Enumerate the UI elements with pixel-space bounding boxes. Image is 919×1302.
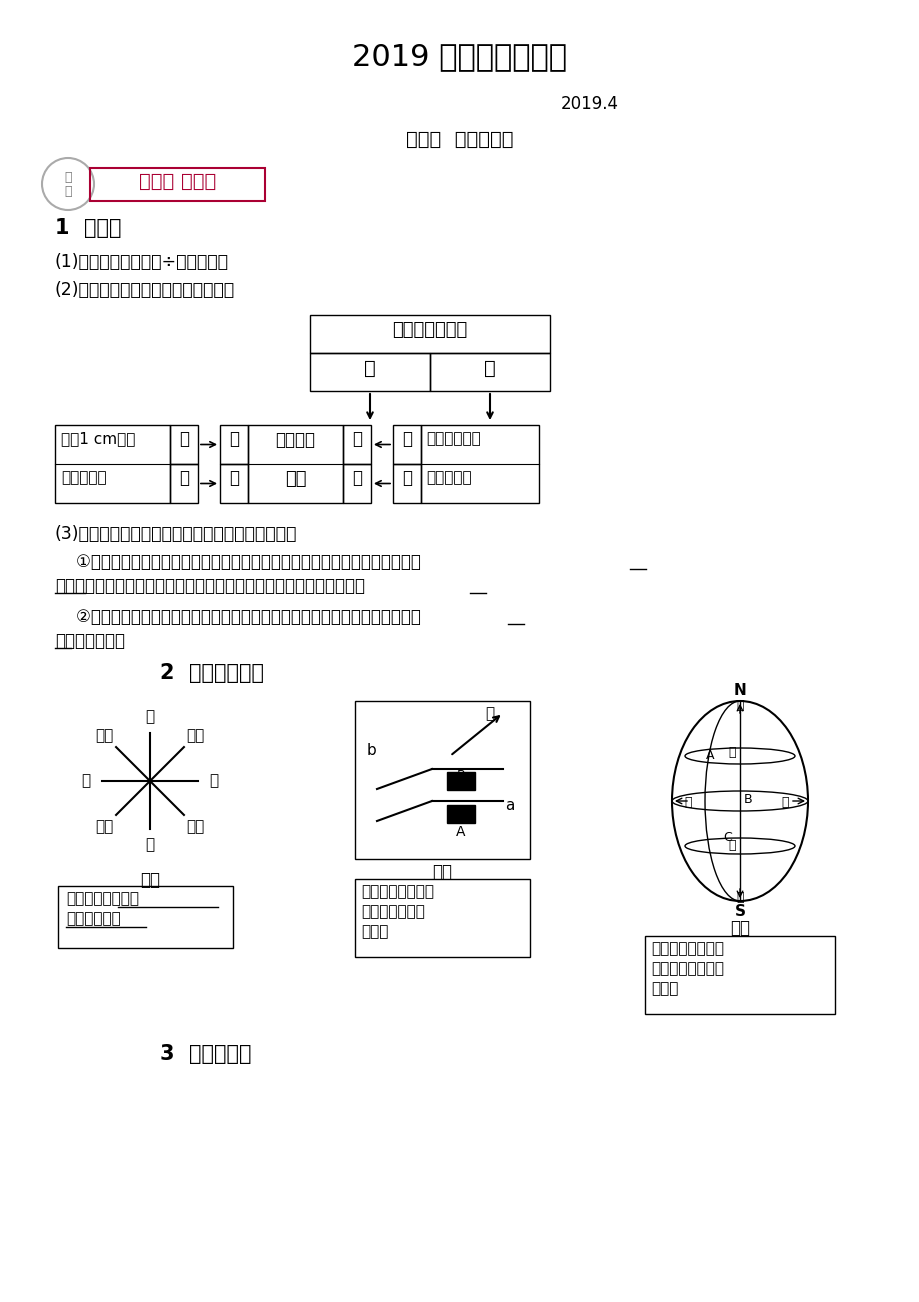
Bar [310,353,429,391]
Text: 图二: 图二 [432,863,452,881]
Text: 大，内容详细。: 大，内容详细。 [55,631,125,650]
Text: 大: 大 [352,430,361,448]
Text: 长: 长 [179,430,188,448]
Text: 指向标定方向：箭: 指向标定方向：箭 [360,884,434,898]
Text: 短: 短 [179,469,188,487]
Bar [55,424,170,503]
Text: a: a [505,798,514,812]
Bar [644,936,834,1014]
Bar [343,424,370,464]
Text: 南: 南 [735,891,743,904]
Bar [248,424,343,503]
Text: 大小: 大小 [285,470,306,488]
Bar [310,315,550,353]
Bar [429,353,550,391]
Text: 经纬网定向：经线: 经纬网定向：经线 [651,941,723,956]
Text: 1  比例尺: 1 比例尺 [55,217,121,238]
Bar [447,772,474,790]
Text: 小: 小 [229,430,239,448]
Bar [343,464,370,503]
Text: A: A [705,749,713,762]
Text: 大: 大 [364,359,376,378]
Text: ②实地范围相同时：比例尺小，图幅面积小，内容简略；比例尺大，图幅面积: ②实地范围相同时：比例尺小，图幅面积小，内容简略；比例尺大，图幅面积 [55,608,420,626]
Text: 北: 北 [735,699,743,712]
Text: 图一: 图一 [140,871,160,889]
Text: 2019 届精品地理资料: 2019 届精品地理资料 [352,42,567,72]
Bar [421,424,539,503]
Text: 南，左西右东: 南，左西右东 [66,911,120,926]
Text: 详细；比例尺越小，地图所表示的范围越大，图内表示的内容越简略。: 详细；比例尺越小，地图所表示的范围越大，图内表示的内容越简略。 [55,577,365,595]
Bar [58,885,233,948]
Text: 北: 北 [485,706,494,721]
Text: 图三: 图三 [729,919,749,937]
Text: 南: 南 [145,837,154,853]
Bar [447,805,474,823]
Text: 点: 点 [64,185,72,198]
Text: 南: 南 [728,838,735,852]
Text: 东北: 东北 [186,728,204,743]
Text: 小: 小 [352,469,361,487]
Text: C: C [723,831,732,844]
Text: N: N [732,684,745,698]
Text: 撮: 撮 [64,171,72,184]
Text: ①图幅大小相同时：比例尺越大，地图所表示的范围越小，图内表示的内容越: ①图幅大小相同时：比例尺越大，地图所表示的范围越小，图内表示的内容越 [55,553,420,572]
Bar [355,879,529,957]
Text: 北: 北 [145,710,154,724]
Bar [90,168,265,201]
Text: 东南: 东南 [186,819,204,833]
Text: 基础点 重难点: 基础点 重难点 [139,172,216,191]
Text: (2)比例尺的大小：就是分数的大小。: (2)比例尺的大小：就是分数的大小。 [55,281,235,299]
Text: 的实际范围: 的实际范围 [425,470,471,486]
Text: A: A [456,825,465,838]
Text: 大: 大 [402,469,412,487]
Bar [220,424,248,464]
Text: 同样图幅代表: 同样图幅代表 [425,431,481,447]
Text: (1)比例尺＝图上距离÷实地距离。: (1)比例尺＝图上距离÷实地距离。 [55,253,229,271]
Text: 头的方向一般指: 头的方向一般指 [360,904,425,919]
Text: 一般定向：上北下: 一般定向：上北下 [66,891,139,906]
Text: 的实地距离: 的实地距离 [61,470,107,486]
Text: 东: 东 [210,773,219,789]
Text: 示东西: 示东西 [651,980,677,996]
Text: 西南: 西南 [96,819,114,833]
Bar [170,464,198,503]
Text: 西: 西 [82,773,90,789]
Text: 北: 北 [728,746,735,759]
Text: (3)比例尺的大小与表示的范围和内容的详略的关系: (3)比例尺的大小与表示的范围和内容的详略的关系 [55,525,297,543]
Text: 东: 东 [780,796,788,809]
Text: b: b [367,743,377,758]
Text: 西: 西 [684,796,691,809]
Text: 考点二  地图三要素: 考点二 地图三要素 [406,130,513,148]
Bar [392,464,421,503]
Text: 小: 小 [402,430,412,448]
Bar [392,424,421,464]
Text: B: B [743,793,752,806]
Bar [220,464,248,503]
Text: 西北: 西北 [96,728,114,743]
Text: B: B [456,769,465,783]
Text: S: S [733,904,744,919]
Text: 2019.4: 2019.4 [561,95,618,113]
Bar [170,424,198,464]
Text: 示北方: 示北方 [360,924,388,939]
Bar [355,700,529,859]
Text: 图上1 cm代表: 图上1 cm代表 [61,431,135,447]
Text: 小: 小 [483,359,495,378]
Text: 指示南北，纬线指: 指示南北，纬线指 [651,961,723,976]
Text: 2  地图上的方向: 2 地图上的方向 [160,663,264,684]
Text: 大: 大 [229,469,239,487]
Text: 比例尺的: 比例尺的 [275,431,315,449]
Ellipse shape [671,700,807,901]
Text: 比例尺中的分母: 比例尺中的分母 [391,322,467,339]
Text: 3  图例和注记: 3 图例和注记 [160,1044,251,1064]
